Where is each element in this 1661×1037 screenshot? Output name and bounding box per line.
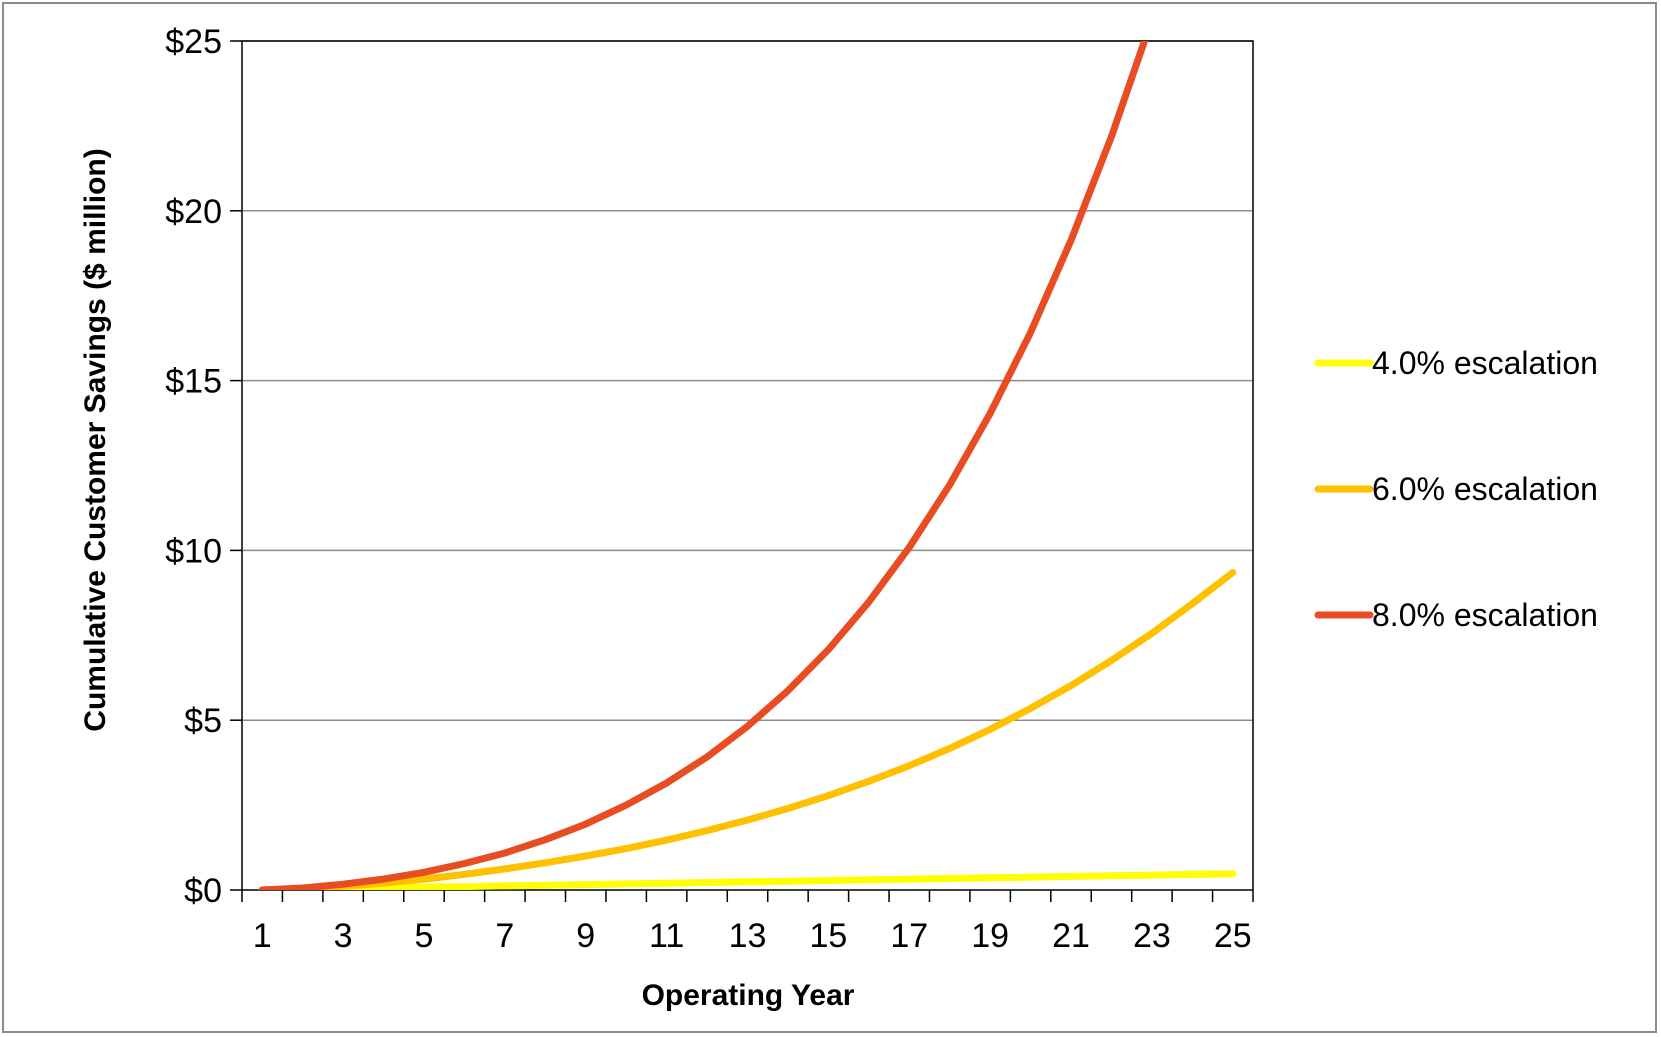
axes: $0$5$10$15$20$251 3 5 7 9 11 13 15 17 19 21 23 25 [165, 23, 1254, 955]
x-tick-label: 11 [649, 917, 684, 955]
y-tick-label: $25 [165, 23, 222, 61]
x-tick-label: 23 [1133, 917, 1171, 955]
series-lines [258, 41, 1237, 890]
y-axis-title: Cumulative Customer Savings ($ million) [79, 148, 112, 731]
legend-label-3: 8.0% escalation [1372, 597, 1598, 633]
y-tick-label: $15 [165, 363, 222, 401]
plot-area [241, 40, 1254, 891]
series-line-1 [258, 870, 1237, 890]
y-tick-label: $20 [165, 193, 222, 231]
x-tick-label: 1 [253, 917, 272, 955]
legend-label-1: 4.0% escalation [1372, 345, 1598, 381]
x-tick-label: 3 [334, 917, 353, 955]
x-tick-label: 7 [495, 917, 514, 955]
x-tick-label: 13 [729, 917, 767, 955]
x-tick-label: 5 [415, 917, 434, 955]
series-line-2 [258, 569, 1237, 890]
gridlines [242, 40, 1253, 721]
x-tick-label: 17 [890, 917, 928, 955]
legend-label-2: 6.0% escalation [1372, 471, 1598, 507]
y-tick-label: $10 [165, 532, 222, 570]
x-tick-label: 19 [971, 917, 1009, 955]
legend: 4.0% escalation 6.0% escalation 8.0% escal… [1314, 345, 1598, 633]
y-tick-label: $5 [184, 702, 222, 740]
x-tick-label: 25 [1214, 917, 1252, 955]
y-tick-label: $0 [184, 872, 222, 910]
x-tick-label: 21 [1052, 917, 1090, 955]
x-tick-label: 15 [809, 917, 847, 955]
x-axis-title: Operating Year [642, 979, 855, 1012]
series-line-3 [258, 41, 1149, 890]
x-tick-label: 9 [576, 917, 595, 955]
